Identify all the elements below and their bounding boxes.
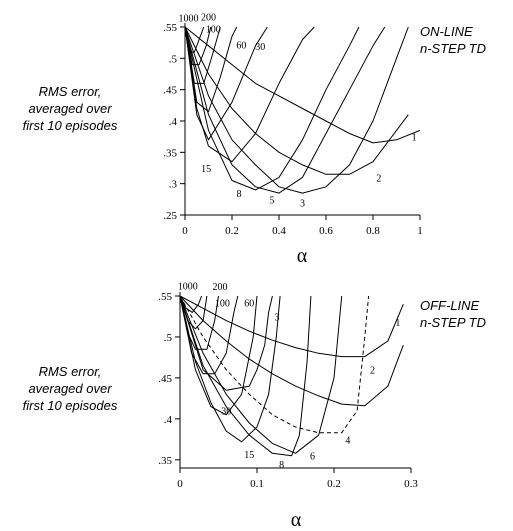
series-label-n60: 60 xyxy=(236,41,246,52)
y-axis-label-offline: RMS error, averaged over first 10 episod… xyxy=(23,364,118,413)
ylabel-line-2: averaged over xyxy=(28,381,112,396)
title-line-2: n-STEP TD xyxy=(420,315,486,330)
x-tick-label: 0 xyxy=(177,478,183,490)
series-label-n8: 8 xyxy=(237,189,242,200)
series-line-n3 xyxy=(184,26,409,194)
y-axis-label-online: RMS error, averaged over first 10 episod… xyxy=(23,84,118,133)
y-tick-label: .55 xyxy=(158,291,172,303)
series-line-n3 xyxy=(179,295,273,391)
title-offline: OFF-LINE n-STEP TD xyxy=(420,298,486,330)
series-label-n100: 100 xyxy=(206,24,221,35)
x-tick-label: 0.8 xyxy=(366,225,380,237)
series-line-n6 xyxy=(179,295,343,454)
x-tick-label: 1 xyxy=(417,225,423,237)
series-line-n1000 xyxy=(184,26,205,53)
series-line-n60 xyxy=(179,295,239,375)
y-tick-label: .35 xyxy=(163,147,177,159)
ylabel-line-2: averaged over xyxy=(28,101,112,116)
series-label-n60: 60 xyxy=(244,299,254,310)
series-line-n8 xyxy=(179,295,312,457)
x-axis-label-offline: α xyxy=(291,509,302,531)
series-line-n15 xyxy=(184,26,315,163)
y-tick-label: .25 xyxy=(163,210,177,222)
y-tick-label: .4 xyxy=(164,414,173,426)
series-line-n1 xyxy=(184,26,421,144)
chart-offline: RMS error, averaged over first 10 episod… xyxy=(23,281,486,531)
series-line-n60 xyxy=(184,26,238,113)
series-label-n200: 200 xyxy=(213,282,228,293)
title-line-2: n-STEP TD xyxy=(420,41,486,56)
axes-offline: .35 .4 .45 .5 .55 0 0.1 0.2 0.3 xyxy=(158,291,418,490)
x-tick-label: 0.4 xyxy=(272,225,286,237)
series-label-n6: 6 xyxy=(310,452,315,463)
y-tick-label: .5 xyxy=(169,53,178,65)
series-line-n5 xyxy=(184,26,386,194)
series-label-n4: 4 xyxy=(345,435,350,446)
ylabel-line-3: first 10 episodes xyxy=(23,398,118,413)
y-tick-label: .4 xyxy=(169,116,178,128)
y-tick-label: .45 xyxy=(163,85,177,97)
axes-online: .25 .3 .35 .4 .45 .5 .55 0 0.2 0.4 0.6 0.8 1 xyxy=(163,22,423,237)
x-tick-label: 0.3 xyxy=(404,478,418,490)
series-lines-offline xyxy=(179,295,404,457)
ylabel-line-1: RMS error, xyxy=(39,84,102,99)
x-tick-label: 0.2 xyxy=(225,225,239,237)
series-label-n1: 1 xyxy=(395,318,400,329)
chart-online: RMS error, averaged over first 10 episod… xyxy=(23,12,486,267)
title-line-1: ON-LINE xyxy=(420,24,473,39)
series-line-n1 xyxy=(179,295,404,358)
series-line-n2 xyxy=(179,295,404,407)
x-tick-label: 0.6 xyxy=(319,225,333,237)
series-line-n15 xyxy=(179,295,281,443)
series-label-n3: 3 xyxy=(300,198,305,209)
series-label-n30: 30 xyxy=(221,407,231,418)
series-label-n8: 8 xyxy=(279,460,284,471)
series-label-n2: 2 xyxy=(376,173,381,184)
series-label-n1000: 1000 xyxy=(179,14,199,25)
series-label-n100: 100 xyxy=(215,299,230,310)
title-line-1: OFF-LINE xyxy=(420,298,480,313)
series-label-n1000: 1000 xyxy=(178,281,198,292)
series-label-n15: 15 xyxy=(201,164,211,175)
series-line-n30 xyxy=(184,26,268,141)
series-line-n1000 xyxy=(179,295,203,313)
series-line-n100 xyxy=(179,295,219,350)
title-online: ON-LINE n-STEP TD xyxy=(420,24,486,56)
y-tick-label: .5 xyxy=(164,332,173,344)
x-tick-label: 0 xyxy=(182,225,188,237)
series-line-n30 xyxy=(179,295,258,416)
ylabel-line-1: RMS error, xyxy=(39,364,102,379)
y-tick-label: .3 xyxy=(169,179,178,191)
y-tick-label: .55 xyxy=(163,22,177,34)
series-line-n8 xyxy=(184,26,360,191)
series-labels-offline: 1 2 4 6 8 15 30 60 100 200 1000 3 xyxy=(178,281,401,471)
series-line-n100 xyxy=(184,26,221,84)
x-tick-label: 0.2 xyxy=(327,478,341,490)
series-line-n4 xyxy=(179,295,370,434)
ylabel-line-3: first 10 episodes xyxy=(23,118,118,133)
series-label-n5: 5 xyxy=(269,195,274,206)
series-label-n30: 30 xyxy=(255,42,265,53)
x-axis-label-online: α xyxy=(297,245,308,267)
x-tick-label: 0.1 xyxy=(250,478,264,490)
series-label-n200: 200 xyxy=(201,12,216,23)
series-label-n1: 1 xyxy=(412,133,417,144)
series-label-n15: 15 xyxy=(244,450,254,461)
series-lines-online xyxy=(184,26,421,194)
y-tick-label: .35 xyxy=(158,455,172,467)
series-line-n2 xyxy=(184,26,409,175)
series-label-n2: 2 xyxy=(370,366,375,377)
y-tick-label: .45 xyxy=(158,373,172,385)
series-label-n3: 3 xyxy=(275,312,280,323)
